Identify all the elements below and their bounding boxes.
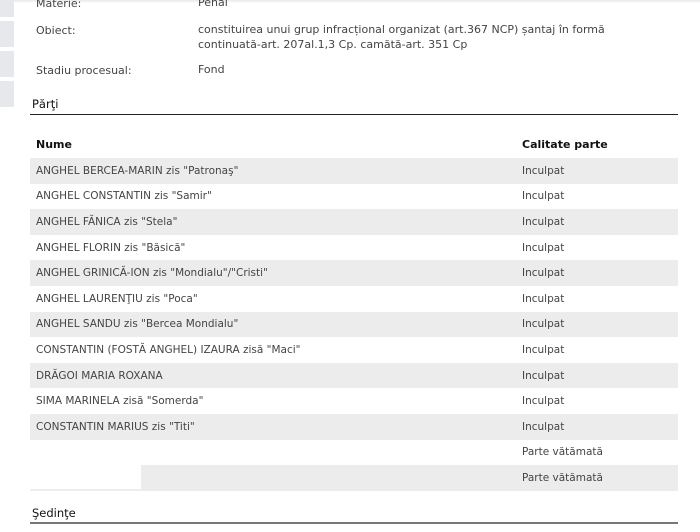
- table-row: ANGHEL FLORIN zis "Băsică" Inculpat: [30, 235, 678, 261]
- table-row: ANGHEL BERCEA-MARIN zis "Patronaş" Inculp…: [30, 158, 678, 184]
- party-name: DRĂGOI MARIA ROXANA: [30, 362, 516, 389]
- party-name: CONSTANTIN (FOSTĂ ANGHEL) IZAURA zisă "M…: [36, 343, 301, 356]
- detail-value-stadiu: Fond: [198, 63, 225, 76]
- party-role: Inculpat: [516, 362, 678, 389]
- table-row: ANGHEL SANDU zis "Bercea Mondialu" Inculp…: [30, 311, 678, 338]
- party-role: Inculpat: [522, 395, 565, 408]
- party-role: Inculpat: [516, 311, 678, 338]
- party-role: Inculpat: [522, 241, 565, 254]
- section-divider: [30, 114, 678, 115]
- table-row: ANGHEL FĂNICA zis "Stela" Inculpat: [30, 209, 678, 235]
- party-role: Inculpat: [516, 209, 678, 235]
- party-name: SIMA MARINELA zisă "Somerda": [36, 395, 204, 408]
- party-name: ANGHEL SANDU zis "Bercea Mondialu": [30, 311, 516, 338]
- table-row: SIMA MARINELA zisă "Somerda" Inculpat: [30, 388, 678, 414]
- detail-label-materie: Materie:: [36, 0, 82, 10]
- party-role: Parte vătămată: [516, 465, 678, 491]
- top-shadow: [0, 0, 700, 3]
- detail-label-stadiu: Stadiu procesual:: [36, 64, 132, 77]
- section-title-parti: Părţi: [32, 97, 59, 111]
- column-header-name: Nume: [36, 138, 72, 151]
- table-row: ANGHEL GRINICĂ-ION zis "Mondialu"/"Crist…: [30, 260, 678, 286]
- table-row: Parte vătămată: [30, 440, 678, 466]
- party-role: Inculpat: [516, 260, 678, 286]
- detail-value-materie: Penal: [198, 0, 228, 9]
- party-name: ANGHEL FLORIN zis "Băsică": [36, 241, 186, 254]
- table-row: CONSTANTIN (FOSTĂ ANGHEL) IZAURA zisă "M…: [30, 337, 678, 363]
- party-role: Parte vătămată: [522, 446, 603, 459]
- party-role: Inculpat: [516, 413, 678, 440]
- detail-label-obiect: Obiect:: [36, 24, 76, 37]
- redacted-block: [30, 464, 141, 489]
- section-divider: [30, 522, 678, 524]
- party-role: Inculpat: [522, 343, 565, 356]
- sidebar-tab[interactable]: [0, 51, 14, 77]
- party-role: Inculpat: [522, 190, 565, 203]
- table-row: ANGHEL LAURENŢIU zis "Poca" Inculpat: [30, 286, 678, 312]
- party-name: ANGHEL FĂNICA zis "Stela": [30, 209, 516, 235]
- sidebar-tab[interactable]: [0, 0, 14, 17]
- party-name: ANGHEL LAURENŢIU zis "Poca": [36, 292, 198, 305]
- table-row: DRĂGOI MARIA ROXANA Inculpat: [30, 362, 678, 389]
- table-header: Nume Calitate parte: [30, 131, 678, 158]
- column-header-role: Calitate parte: [522, 138, 608, 151]
- section-title-sedinte: Şedinţe: [32, 506, 76, 520]
- detail-value-obiect: constituirea unui grup infracțional orga…: [198, 23, 605, 51]
- table-row: ANGHEL CONSTANTIN zis "Samir" Inculpat: [30, 184, 678, 210]
- party-name: ANGHEL BERCEA-MARIN zis "Patronaş": [30, 158, 516, 184]
- party-name: [30, 440, 516, 466]
- party-role: Inculpat: [516, 158, 678, 184]
- table-row: CONSTANTIN MARIUS zis "Titi" Inculpat: [30, 413, 678, 440]
- sidebar-tab[interactable]: [0, 81, 14, 107]
- party-name: ANGHEL CONSTANTIN zis "Samir": [36, 190, 212, 203]
- party-name: CONSTANTIN MARIUS zis "Titi": [30, 413, 516, 440]
- sidebar-tab[interactable]: [0, 21, 14, 47]
- party-name: ANGHEL GRINICĂ-ION zis "Mondialu"/"Crist…: [30, 260, 516, 286]
- parti-table: Nume Calitate parte ANGHEL BERCEA-MARIN …: [30, 131, 678, 491]
- party-role: Inculpat: [522, 292, 565, 305]
